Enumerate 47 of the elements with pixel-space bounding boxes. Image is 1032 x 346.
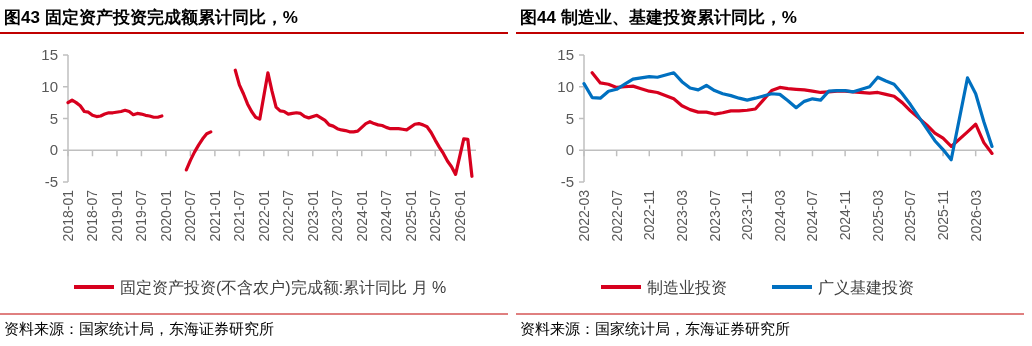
legend-label: 制造业投资	[647, 279, 727, 296]
x-tick-label: 2024-11	[837, 189, 854, 241]
x-tick-label: 2023-07	[706, 189, 723, 242]
x-tick-label: 2022-07	[280, 189, 297, 242]
x-tick-label: 2025-11	[935, 189, 952, 241]
x-tick-label: 2022-03	[576, 189, 592, 242]
y-tick-label: 5	[49, 109, 58, 127]
y-tick-label: 15	[41, 46, 58, 63]
x-tick-label: 2022-01	[255, 189, 272, 242]
y-tick-label: -5	[560, 173, 574, 190]
x-tick-label: 2024-07	[378, 189, 395, 242]
x-tick-label: 2018-07	[84, 189, 101, 242]
x-tick-label: 2024-01	[353, 189, 370, 242]
x-tick-label: 2020-01	[157, 189, 174, 242]
x-tick-label: 2022-11	[641, 189, 658, 241]
x-tick-label: 2018-01	[60, 189, 76, 242]
legend-label: 固定资产投资(不含农户)完成额:累计同比 月 %	[120, 279, 447, 296]
x-tick-label: 2023-07	[329, 189, 346, 242]
y-tick-label: 10	[41, 77, 58, 95]
y-tick-label: 10	[557, 77, 574, 95]
x-tick-label: 2025-03	[869, 189, 886, 242]
y-tick-label: -5	[44, 173, 58, 190]
text: 资料来源：国家统计局，东海证券研究所	[520, 320, 790, 337]
x-tick-label: 2026-01	[451, 189, 468, 242]
y-tick-label: 15	[557, 46, 574, 63]
legend-label: 广义基建投资	[818, 279, 914, 296]
x-tick-label: 2022-07	[608, 189, 625, 242]
x-tick-label: 2023-03	[673, 189, 690, 242]
x-tick-label: 2019-07	[133, 189, 150, 242]
y-tick-label: 5	[565, 109, 574, 127]
x-tick-label: 2025-07	[427, 189, 444, 242]
text: 资料来源：国家统计局，东海证券研究所	[4, 320, 274, 337]
x-tick-label: 2025-01	[402, 189, 419, 242]
x-tick-label: 2021-01	[206, 189, 223, 242]
y-tick-label: 0	[565, 141, 574, 159]
y-tick-label: 0	[49, 141, 58, 159]
x-tick-label: 2019-01	[108, 189, 125, 242]
chart-title: 图43 固定资产投资完成额累计同比，%	[4, 8, 298, 27]
x-tick-label: 2024-07	[804, 189, 821, 242]
chart-title: 图44 制造业、基建投资累计同比，%	[520, 8, 797, 27]
x-tick-label: 2026-03	[967, 189, 984, 242]
x-tick-label: 2025-07	[902, 189, 919, 242]
x-tick-label: 2023-11	[739, 189, 756, 241]
x-tick-label: 2020-07	[182, 189, 199, 242]
x-tick-label: 2024-03	[771, 189, 788, 242]
x-tick-label: 2023-01	[304, 189, 321, 242]
x-tick-label: 2021-07	[231, 189, 248, 242]
